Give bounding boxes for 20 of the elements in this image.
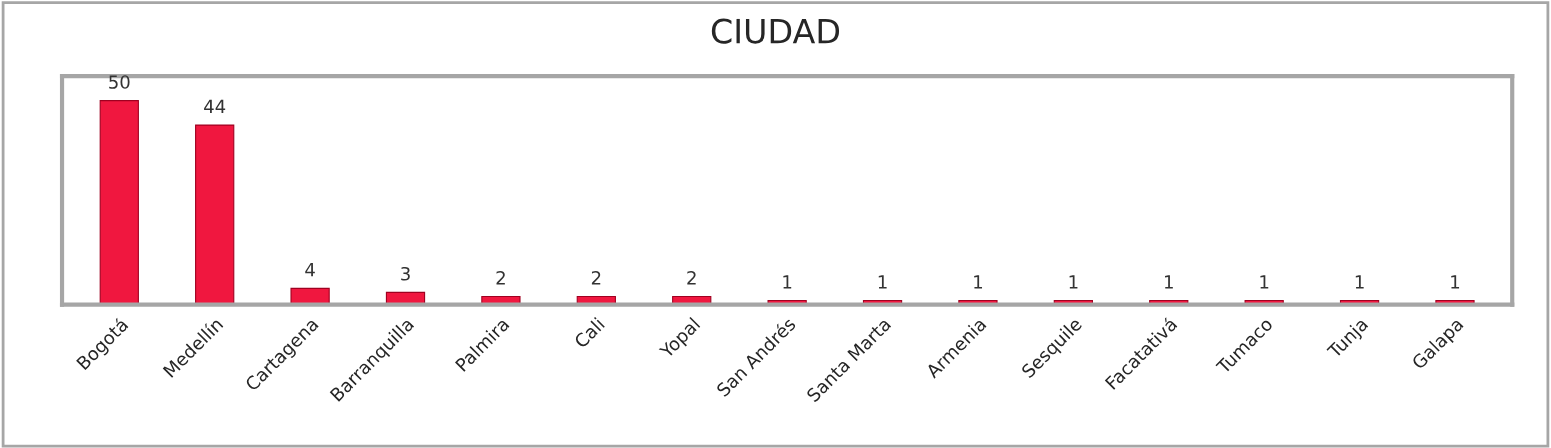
- data-label: 2: [591, 270, 601, 285]
- bar: [195, 124, 235, 305]
- data-label: 50: [109, 75, 130, 89]
- data-label: 2: [496, 270, 505, 285]
- data-label: 1: [878, 275, 887, 289]
- data-label: 44: [204, 99, 226, 114]
- data-label: 2: [687, 270, 696, 285]
- data-label: 1: [1451, 275, 1460, 289]
- chart-title: CIUDAD: [711, 18, 840, 44]
- data-label: 1: [1165, 275, 1173, 289]
- bar: [99, 100, 139, 305]
- data-label: 1: [783, 275, 792, 289]
- data-label: 3: [401, 266, 410, 281]
- data-label: 1: [1355, 275, 1364, 289]
- data-label: 1: [974, 275, 983, 289]
- bar: [290, 287, 330, 305]
- x-tick-label: Cali: [573, 316, 605, 349]
- data-label: 1: [1069, 275, 1078, 289]
- data-label: 4: [305, 263, 315, 277]
- data-label: 1: [1260, 275, 1269, 289]
